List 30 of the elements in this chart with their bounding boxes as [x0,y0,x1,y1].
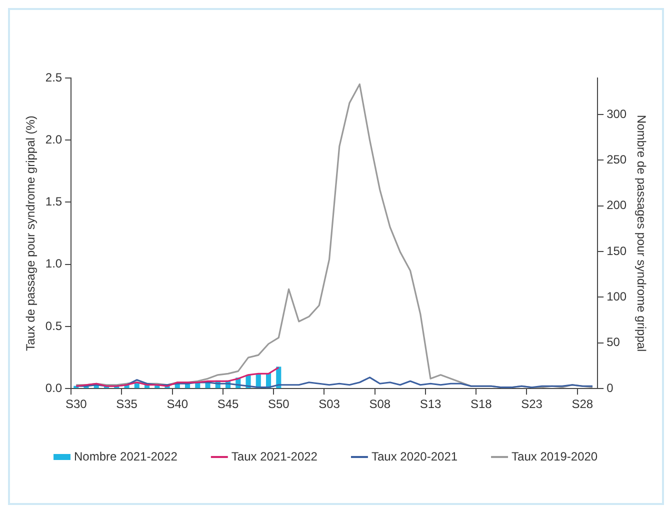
y2-axis-title: Nombre de passages pour syndrome grippal [634,114,648,352]
y2-tick-label: 300 [606,106,627,121]
x-tick-label: S45 [217,397,240,412]
y-tick-label: 2.5 [45,70,62,84]
x-tick-label: S13 [420,397,442,412]
x-tick-label: S03 [318,397,340,412]
y2-tick-label: 200 [606,198,627,212]
legend-label: Taux 2020-2021 [371,449,458,464]
y-tick-label: 2.0 [45,132,62,146]
y2-tick-label: 100 [606,290,627,304]
x-tick-label: S50 [268,397,290,412]
x-tick-label: S28 [572,397,594,412]
y-axis-title: Taux de passage pour syndrome grippal (%) [24,116,38,352]
x-tick-label: S30 [65,397,88,412]
y2-tick-label: 250 [606,152,627,167]
y2-tick-label: 0 [606,380,614,395]
y-tick-label: 1.0 [45,256,62,271]
x-tick-label: S18 [470,397,492,412]
y-tick-label: 0.5 [45,318,62,333]
y-tick-label: 1.5 [45,194,62,209]
y2-tick-label: 50 [606,335,620,350]
legend-label: Taux 2019-2020 [512,449,598,464]
x-tick-label: S08 [369,397,391,412]
x-tick-label: S40 [166,397,188,412]
x-tick-label: S23 [521,397,543,412]
x-tick-label: S35 [116,397,138,412]
y2-tick-label: 150 [606,244,627,258]
legend-label: Taux 2021-2022 [231,449,318,464]
y-tick-label: 0.0 [45,380,62,395]
legend-label: Nombre 2021-2022 [74,449,178,464]
